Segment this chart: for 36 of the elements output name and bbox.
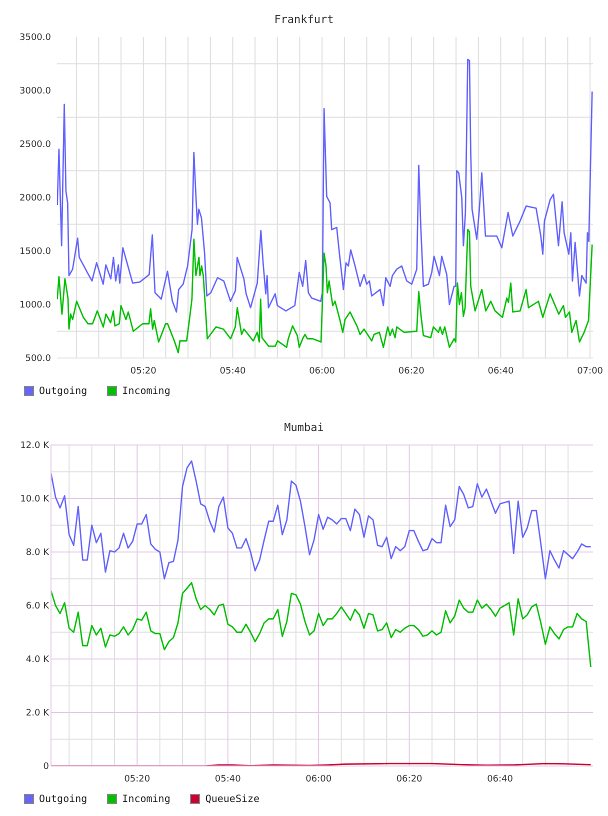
- legend-label: Outgoing: [39, 794, 88, 804]
- y-tick-label: 2000.0: [20, 194, 52, 204]
- x-tick-label: 05:20: [124, 774, 150, 784]
- x-tick-label: 06:00: [309, 366, 336, 376]
- x-tick-label: 05:40: [214, 774, 242, 784]
- y-tick-label: 0: [43, 762, 50, 772]
- y-tick-label: 6.0 K: [26, 602, 50, 612]
- y-tick-label: 4.0 K: [26, 655, 50, 666]
- y-tick-label: 1000.0: [20, 300, 52, 311]
- x-tick-label: 05:20: [130, 366, 157, 376]
- y-tick-label: 8.0 K: [26, 548, 50, 558]
- chart-title: Mumbai: [283, 420, 325, 436]
- y-tick-label: 12.0 K: [20, 441, 50, 452]
- x-tick-label: 07:00: [577, 366, 604, 376]
- legend-label: Incoming: [122, 794, 170, 804]
- x-tick-label: 06:40: [488, 366, 514, 376]
- y-tick-label: 2.0 K: [26, 708, 50, 719]
- line-series: [57, 228, 593, 354]
- chart-title: Frankfurt: [273, 12, 335, 28]
- y-tick-label: 10.0 K: [20, 494, 50, 505]
- line-series: [57, 58, 593, 313]
- y-tick-label: 1500.0: [20, 247, 52, 258]
- y-tick-label: 3500.0: [20, 33, 52, 44]
- legend-label: Incoming: [122, 386, 170, 396]
- x-tick-label: 06:00: [306, 774, 332, 784]
- x-tick-label: 05:40: [220, 366, 246, 376]
- x-tick-label: 06:20: [398, 366, 425, 376]
- legend-label: Outgoing: [39, 386, 88, 396]
- y-tick-label: 500.0: [25, 354, 52, 364]
- line-series: [51, 582, 592, 668]
- x-tick-label: 06:40: [487, 774, 514, 784]
- y-tick-label: 3000.0: [20, 86, 52, 97]
- legend-label: QueueSize: [205, 794, 260, 804]
- x-tick-label: 06:20: [396, 774, 423, 784]
- y-tick-label: 2500.0: [20, 140, 52, 150]
- line-series: [51, 460, 592, 580]
